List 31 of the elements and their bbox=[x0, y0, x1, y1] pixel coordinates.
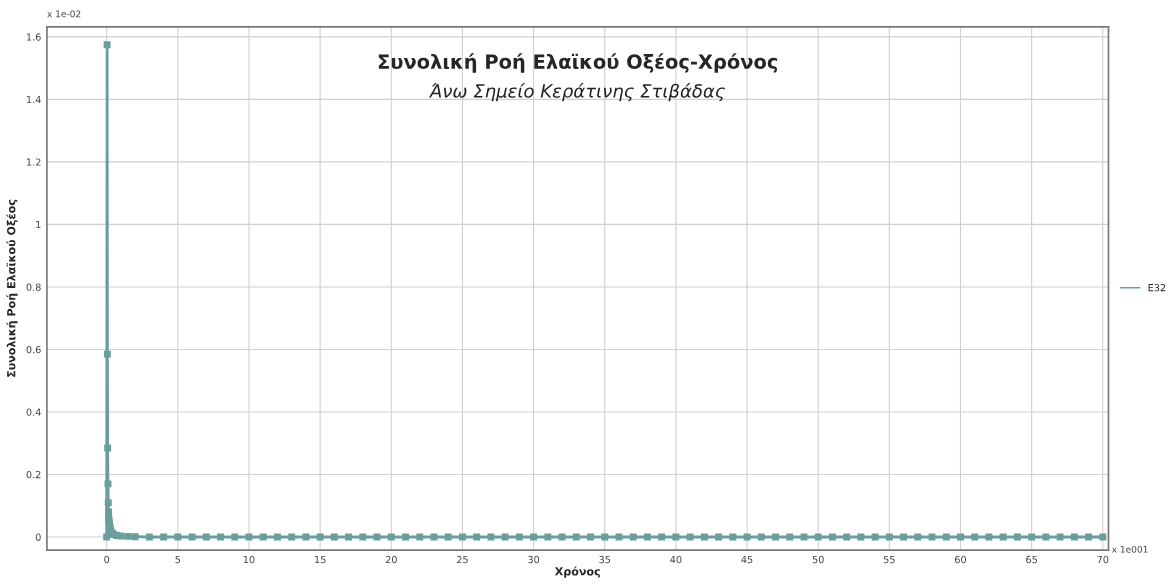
text: Συνολική Ροή Ελαϊκού Οξέος-Χρόνος bbox=[378, 53, 778, 73]
x-tick-label: 30 bbox=[528, 555, 540, 564]
y-tick-label: 0.2 bbox=[26, 470, 41, 479]
legend-label: E32 bbox=[1148, 283, 1166, 292]
y-tick-label: 1 bbox=[36, 221, 41, 229]
y-tick-label: 0 bbox=[35, 533, 41, 541]
x-tick-label: 55 bbox=[883, 555, 895, 564]
x-tick-label: 50 bbox=[812, 555, 824, 564]
text: x 1e001 bbox=[1111, 545, 1148, 553]
y-tick-label: 0.4 bbox=[26, 408, 41, 416]
x-tick-label: 45 bbox=[741, 555, 753, 564]
y-tick-label: 1.2 bbox=[26, 158, 41, 166]
text: x 1e-02 bbox=[47, 10, 81, 18]
x-tick-label: 35 bbox=[599, 555, 611, 564]
y-tick-label: 0.6 bbox=[26, 345, 41, 354]
x-axis-title: Χρόνος bbox=[554, 566, 600, 578]
x-tick-label: 65 bbox=[1026, 555, 1037, 564]
y-tick-label: 0.8 bbox=[26, 283, 41, 291]
y-tick-label: 1.4 bbox=[26, 95, 41, 104]
x-tick-label: 10 bbox=[243, 555, 255, 564]
y-tick-label: 1.6 bbox=[26, 33, 41, 41]
y-axis-title: Συνολική Ροή Ελαϊκού Οξέος bbox=[6, 199, 18, 377]
x-tick-label: 60 bbox=[954, 555, 967, 564]
x-tick-label: 15 bbox=[315, 555, 326, 564]
x-tick-label: 40 bbox=[670, 555, 682, 564]
x-tick-label: 5 bbox=[175, 555, 181, 564]
text: Άνω Σημείο Κεράτινης Στιβάδας bbox=[429, 83, 725, 102]
x-tick-label: 70 bbox=[1097, 555, 1109, 564]
x-tick-label: 0 bbox=[104, 555, 110, 564]
x-tick-label: 25 bbox=[456, 555, 468, 564]
x-tick-label: 20 bbox=[385, 555, 397, 564]
